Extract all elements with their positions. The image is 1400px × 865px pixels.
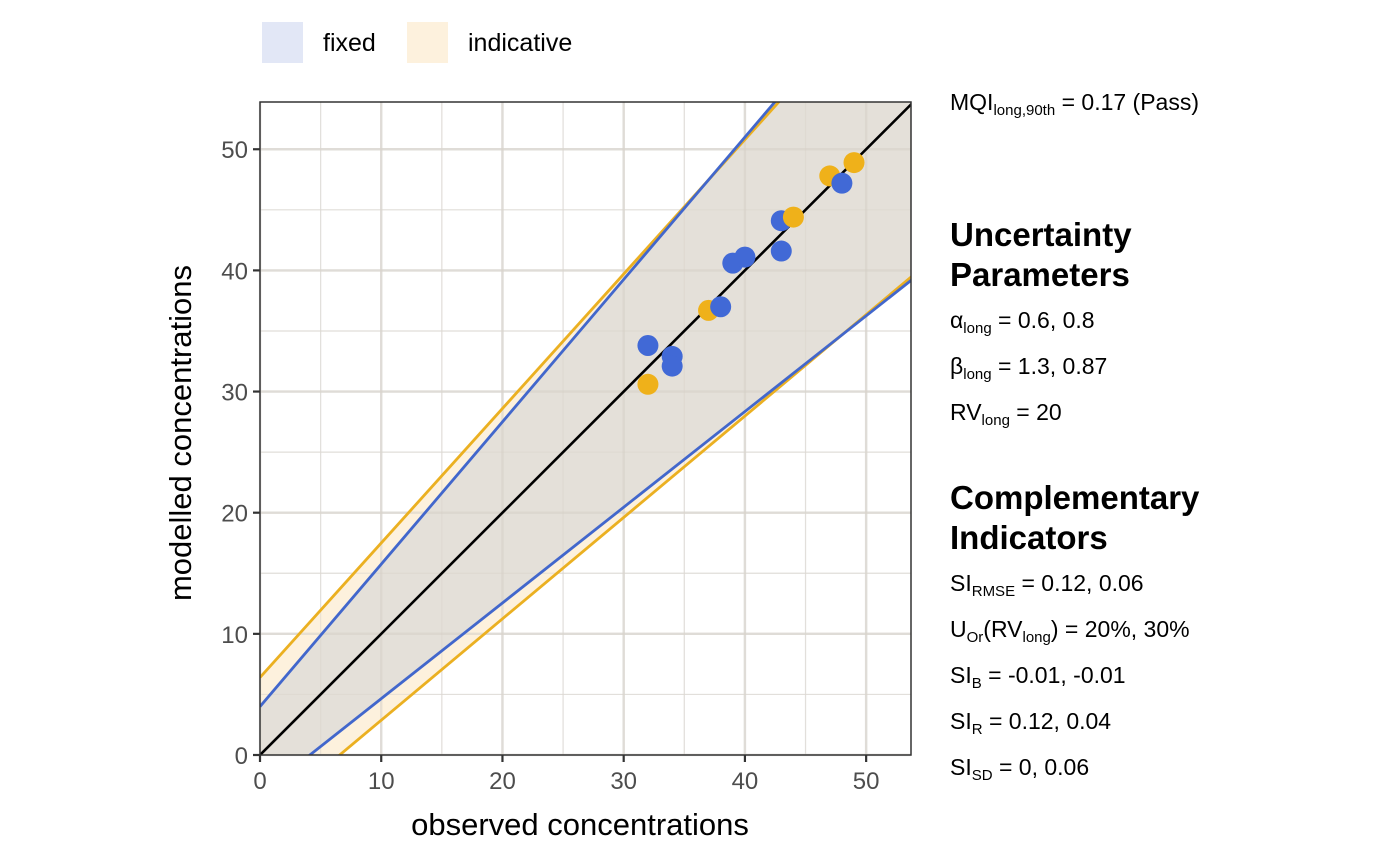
point-indicative — [782, 206, 804, 228]
y-axis-label: modelled concentrations — [163, 265, 198, 601]
complementary-indicators: Complementary Indicators SIRMSE = 0.12, 0… — [950, 478, 1199, 783]
band-upper-line-fixed — [260, 102, 777, 708]
uncertainty-title: Uncertainty Parameters — [950, 216, 1132, 293]
point-fixed — [637, 335, 659, 357]
mqi-summary: MQIlong,90th = 0.17 (Pass) — [950, 89, 1200, 119]
legend: fixed indicative — [262, 22, 572, 63]
point-fixed — [770, 240, 792, 262]
legend-swatch-indicative — [407, 22, 448, 63]
identity-line — [260, 102, 911, 755]
plot-panel-border — [259, 101, 912, 756]
point-fixed — [710, 296, 732, 318]
y-tick-label: 40 — [221, 258, 248, 285]
rv-param: RVlong = 20 — [950, 399, 1062, 429]
si-sd: SISD = 0, 0.06 — [950, 754, 1090, 784]
x-axis-label: observed concentrations — [411, 807, 749, 842]
alpha-param: αlong = 0.6, 0.8 — [950, 307, 1095, 337]
x-tick-label: 0 — [253, 768, 266, 795]
complementary-title: Complementary Indicators — [950, 479, 1200, 556]
point-indicative — [843, 152, 865, 174]
point-fixed — [734, 246, 756, 268]
si-rmse: SIRMSE = 0.12, 0.06 — [950, 570, 1144, 600]
u-or: UOr(RVlong) = 20%, 30% — [950, 616, 1190, 646]
uncertainty-parameters: Uncertainty Parameters αlong = 0.6, 0.8 β… — [950, 215, 1132, 428]
y-tick-label: 10 — [221, 622, 248, 649]
band-upper-line-indicative — [260, 102, 781, 679]
band-fill-fixed — [260, 102, 911, 755]
point-fixed — [661, 355, 683, 377]
point-fixed — [831, 172, 853, 194]
legend-label-fixed: fixed — [323, 29, 376, 57]
x-tick-label: 30 — [610, 768, 637, 795]
point-indicative — [637, 373, 659, 395]
si-b: SIB = -0.01, -0.01 — [950, 662, 1126, 692]
y-tick-label: 20 — [221, 501, 248, 528]
band-lower-line-fixed — [307, 278, 911, 755]
x-tick-label: 40 — [732, 768, 759, 795]
x-tick-label: 10 — [368, 768, 395, 795]
grid-overlay — [260, 102, 911, 755]
x-tick-label: 50 — [853, 768, 880, 795]
legend-swatch-fixed — [262, 22, 303, 63]
y-tick-label: 50 — [221, 137, 248, 164]
si-r: SIR = 0.12, 0.04 — [950, 708, 1112, 738]
y-tick-label: 30 — [221, 380, 248, 407]
x-tick-label: 20 — [489, 768, 516, 795]
legend-label-indicative: indicative — [468, 29, 572, 57]
y-tick-label: 0 — [235, 743, 248, 770]
beta-param: βlong = 1.3, 0.87 — [950, 353, 1108, 383]
